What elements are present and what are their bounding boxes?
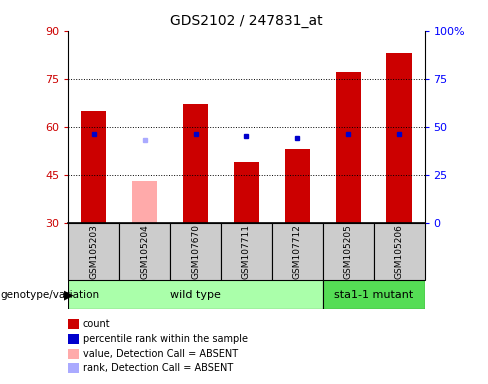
Bar [374,223,425,280]
Text: GSM107670: GSM107670 [191,224,200,279]
Bar [323,280,425,309]
Text: wild type: wild type [170,290,221,300]
Bar [285,149,310,223]
Text: GSM105206: GSM105206 [395,224,404,279]
Text: GSM105204: GSM105204 [140,224,149,279]
Bar [183,104,208,223]
Bar [68,223,119,280]
Text: percentile rank within the sample: percentile rank within the sample [83,334,248,344]
Text: rank, Detection Call = ABSENT: rank, Detection Call = ABSENT [83,363,233,373]
Text: GSM105205: GSM105205 [344,224,353,279]
Text: GSM107712: GSM107712 [293,224,302,279]
Text: GSM105203: GSM105203 [89,224,98,279]
Bar [234,162,259,223]
Text: ▶: ▶ [64,288,74,301]
Bar [81,111,106,223]
Text: value, Detection Call = ABSENT: value, Detection Call = ABSENT [83,349,238,359]
Title: GDS2102 / 247831_at: GDS2102 / 247831_at [170,14,323,28]
Bar [119,223,170,280]
Bar [336,72,361,223]
Bar [323,223,374,280]
Bar [68,280,323,309]
Bar [170,223,221,280]
Bar [132,181,157,223]
Text: count: count [83,319,111,329]
Text: sta1-1 mutant: sta1-1 mutant [334,290,413,300]
Bar [272,223,323,280]
Bar [386,53,412,223]
Text: genotype/variation: genotype/variation [0,290,99,300]
Text: GSM107711: GSM107711 [242,224,251,279]
Bar [221,223,272,280]
